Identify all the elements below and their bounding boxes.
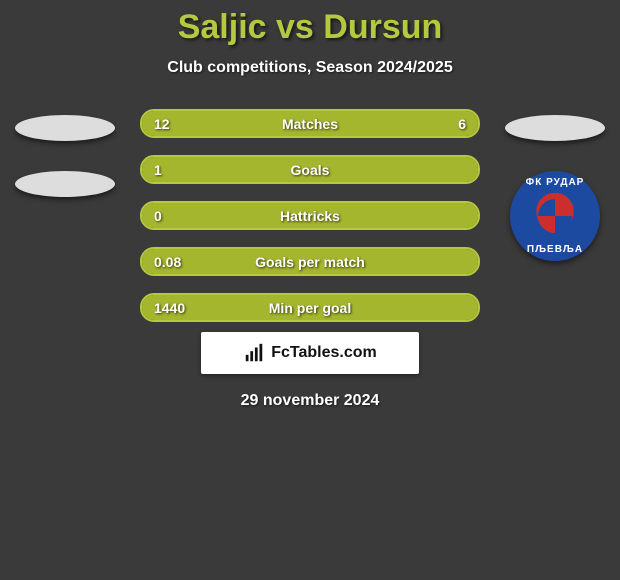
date-line: 29 november 2024 [241,392,380,410]
stat-label: Matches [282,116,338,132]
stat-bars-column: 12 Matches 6 1 Goals 0 Hattricks 0.08 Goals per … [140,109,480,322]
brand-footer-box: FcTables.com [201,332,419,374]
stat-value-left: 0 [154,208,162,224]
stat-value-left: 12 [154,116,170,132]
left-disc-1 [15,115,115,141]
brand-text: FcTables.com [271,344,377,362]
stat-row: 0 Hattricks [140,201,480,230]
page-title: Saljic vs Dursun [178,8,443,47]
right-disc-1 [505,115,605,141]
page-subtitle: Club competitions, Season 2024/2025 [167,59,452,77]
comparison-infographic: Saljic vs Dursun Club competitions, Seas… [0,0,620,410]
right-side-column: ФК РУДАР ПЉЕВЉА [500,109,610,261]
club-badge-text-top: ФК РУДАР [526,177,585,188]
club-badge-text-bot: ПЉЕВЉА [527,244,583,255]
stat-row: 12 Matches 6 [140,109,480,138]
stat-value-left: 1 [154,162,162,178]
stat-label: Goals per match [255,254,365,270]
stat-label: Goals [291,162,330,178]
club-badge-swirl [538,199,572,233]
stat-row: 0.08 Goals per match [140,247,480,276]
stat-value-left: 0.08 [154,254,181,270]
stat-row: 1 Goals [140,155,480,184]
stat-label: Hattricks [280,208,340,224]
bar-chart-icon [243,342,265,364]
stat-value-right: 6 [458,116,466,132]
club-badge: ФК РУДАР ПЉЕВЉА [510,171,600,261]
left-disc-2 [15,171,115,197]
stat-value-left: 1440 [154,300,185,316]
main-content-row: 12 Matches 6 1 Goals 0 Hattricks 0.08 Goals per … [0,109,620,322]
stat-row: 1440 Min per goal [140,293,480,322]
left-side-column [10,109,120,197]
stat-label: Min per goal [269,300,351,316]
